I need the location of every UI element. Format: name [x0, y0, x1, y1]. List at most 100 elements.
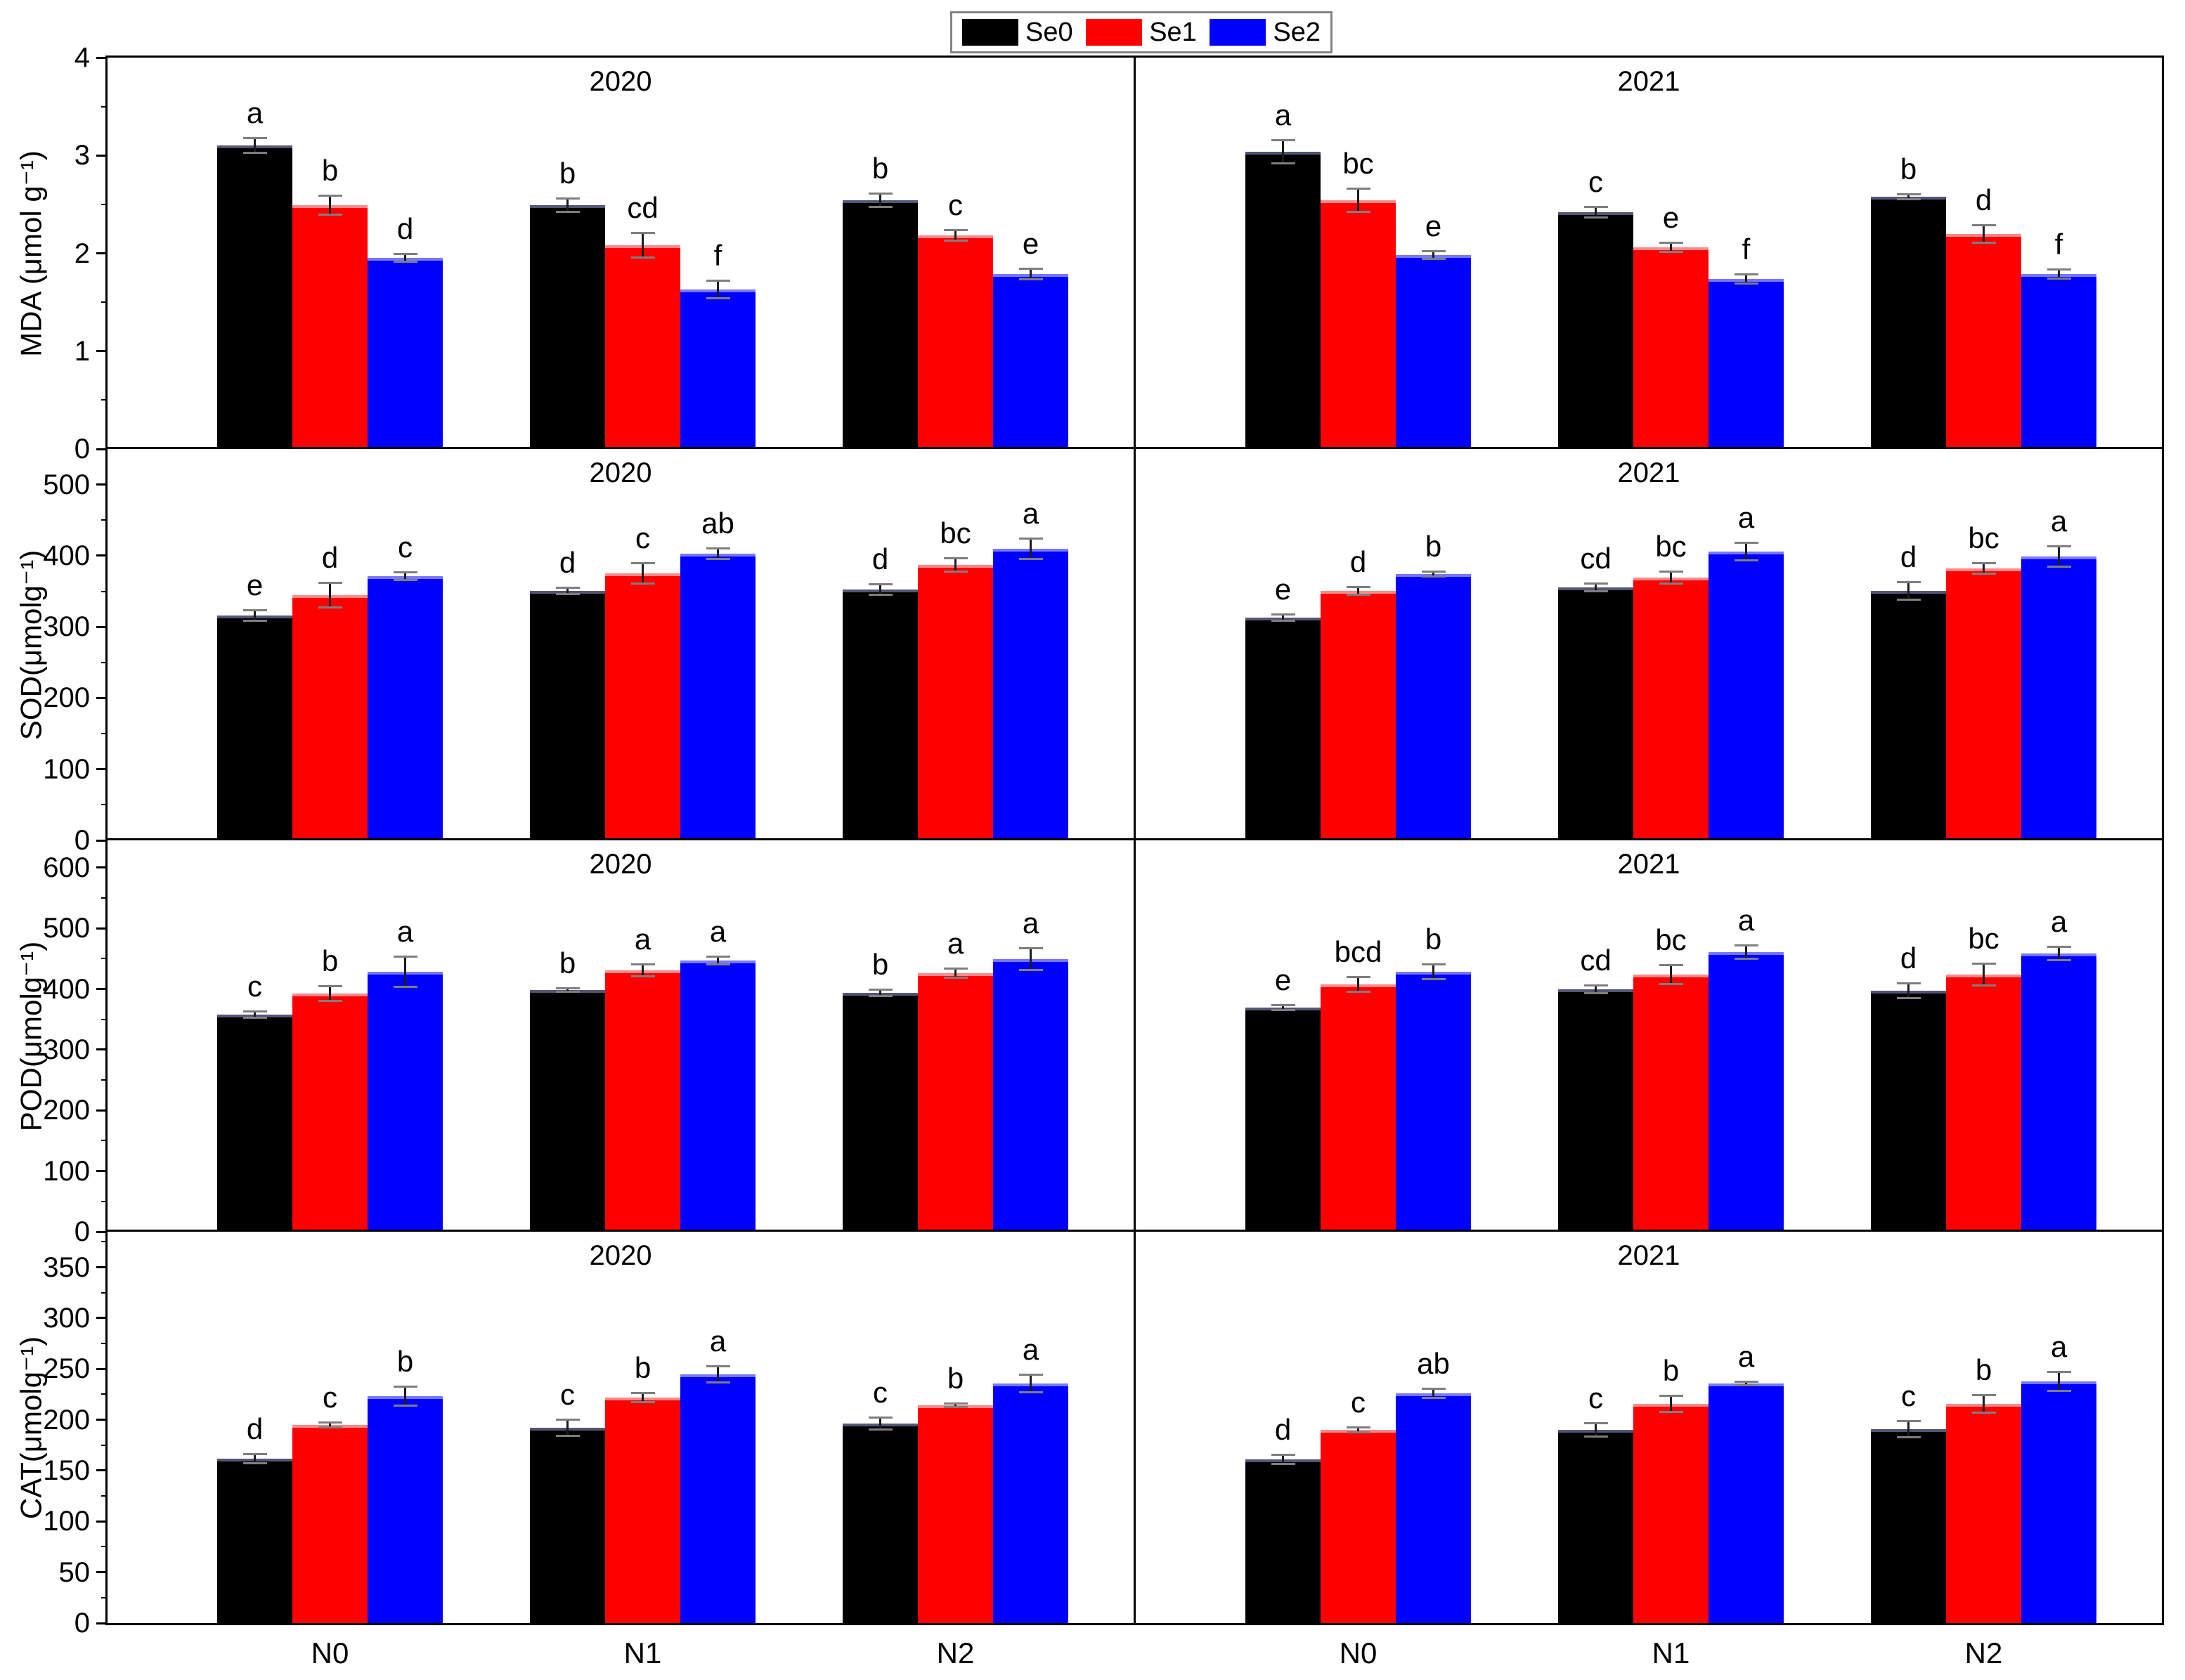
error-bar-bottom-cap	[943, 977, 968, 979]
legend-label-se0: Se0	[1025, 18, 1073, 47]
error-bar-bottom-cap	[1659, 251, 1683, 253]
bar-Se0-N2	[843, 1424, 918, 1623]
sig-letter: a	[1274, 98, 1292, 131]
bar-Se0-N2	[1871, 1429, 1946, 1623]
error-bar-bottom-cap	[1971, 984, 1996, 986]
y-axis-major-tick	[96, 1622, 108, 1624]
y-axis-minor-tick	[101, 958, 108, 960]
y-axis-major-tick	[96, 625, 108, 628]
error-bar	[329, 195, 331, 215]
sig-letter: c	[948, 188, 963, 221]
sig-letter: a	[2050, 504, 2068, 538]
error-bar	[642, 964, 644, 977]
sig-letter: c	[873, 1376, 888, 1409]
bar-Se0-N2	[1871, 197, 1946, 449]
bar-Se0-N0	[1245, 1008, 1321, 1232]
bar-Se1-N2	[918, 973, 993, 1232]
y-tick-label: 100	[43, 1506, 90, 1537]
error-bar	[1670, 1395, 1672, 1412]
sig-letter: a	[709, 1324, 727, 1357]
error-bar	[1745, 542, 1747, 561]
error-bar	[254, 138, 256, 153]
error-bar-top-cap	[1421, 250, 1446, 252]
error-bar-bottom-cap	[706, 1381, 730, 1383]
error-bar	[1907, 983, 1910, 998]
bar-Se1-N1	[1633, 247, 1709, 449]
sig-letter: b	[321, 944, 339, 977]
panel-SOD-2021: 2021 e cd d d bc bc b a a	[1134, 447, 2164, 842]
error-bar-top-cap	[868, 989, 893, 991]
error-bar	[1282, 1005, 1284, 1010]
error-bar-bottom-cap	[943, 1406, 968, 1408]
error-bar-top-cap	[1659, 571, 1683, 573]
y-tick-label: 250	[43, 1353, 90, 1385]
error-bar-top-cap	[318, 582, 342, 584]
y-axis-minor-tick	[101, 804, 108, 806]
panel-POD-2020: 2020 c b b b a a a a a	[105, 838, 1136, 1234]
x-tick-label-N0: N0	[1339, 1636, 1377, 1669]
sig-letter: c	[560, 1378, 575, 1411]
y-axis-minor-tick	[101, 897, 108, 899]
error-bar-top-cap	[943, 229, 968, 231]
y-tick-label: 500	[43, 913, 90, 944]
error-bar	[879, 1417, 881, 1430]
sig-letter: b	[1425, 923, 1442, 956]
error-bar	[1595, 1423, 1597, 1437]
se0-color-swatch	[962, 19, 1018, 46]
error-bar-bottom-cap	[393, 986, 417, 988]
error-bar	[1357, 188, 1359, 212]
error-bar-bottom-cap	[1971, 242, 1996, 244]
bar-Se2-N0	[1396, 255, 1471, 449]
sig-letter: c	[398, 530, 413, 564]
error-bar	[1432, 964, 1434, 979]
error-bar-bottom-cap	[318, 1426, 342, 1428]
error-bar-bottom-cap	[1659, 1411, 1683, 1413]
error-bar-bottom-cap	[1734, 282, 1758, 285]
y-axis-minor-tick	[101, 1596, 108, 1598]
bar-Se0-N2	[1871, 991, 1946, 1232]
error-bar-bottom-cap	[1583, 590, 1608, 592]
error-bar-bottom-cap	[1271, 1009, 1295, 1011]
error-bar	[717, 1366, 719, 1383]
error-bar-top-cap	[1659, 242, 1683, 244]
y-axis-major-tick	[96, 483, 108, 486]
bar-Se2-N1	[1709, 952, 1784, 1232]
bar-Se2-N1	[680, 289, 756, 449]
sig-letter: c	[1351, 1386, 1366, 1419]
y-tick-label: 200	[43, 682, 90, 714]
y-tick-label: 400	[43, 973, 90, 1005]
legend-item-se0: Se0	[962, 19, 1073, 46]
bar-Se1-N2	[1946, 975, 2021, 1232]
sig-letter: d	[246, 1412, 264, 1445]
error-bar	[1907, 1421, 1910, 1438]
error-bar-top-cap	[943, 1402, 968, 1405]
error-bar-bottom-cap	[1734, 559, 1758, 561]
bar-Se2-N2	[993, 549, 1068, 840]
y-axis-minor-tick	[101, 1343, 108, 1345]
y-tick-label: 300	[43, 1034, 90, 1065]
bar-Se0-N0	[217, 1459, 292, 1623]
bar-Se1-N1	[1633, 1404, 1709, 1623]
y-axis-major-tick	[96, 1520, 108, 1523]
bar-Se2-N0	[1396, 972, 1471, 1232]
y-axis-minor-tick	[101, 1495, 108, 1497]
x-tick-label-N1: N1	[623, 1636, 662, 1669]
error-bar-top-cap	[1271, 1004, 1295, 1006]
error-bar	[566, 198, 569, 212]
sig-letter: e	[1274, 573, 1292, 606]
error-bar-bottom-cap	[2047, 566, 2071, 568]
panel-year-title: 2021	[1617, 849, 1680, 880]
sig-letter: c	[635, 521, 650, 554]
sig-letter: d	[871, 542, 889, 575]
error-bar-top-cap	[1421, 963, 1446, 965]
error-bar	[1983, 963, 1985, 986]
bar-Se0-N0	[1245, 618, 1321, 840]
error-bar-top-cap	[1421, 571, 1446, 573]
bar-Se1-N0	[1321, 200, 1396, 449]
bar-Se0-N1	[1558, 989, 1633, 1232]
error-bar-top-cap	[1734, 542, 1758, 544]
error-bar-top-cap	[1346, 976, 1370, 978]
sig-letter: e	[1022, 227, 1039, 260]
sig-letter: cd	[1580, 542, 1612, 575]
error-bar-bottom-cap	[318, 1000, 342, 1002]
